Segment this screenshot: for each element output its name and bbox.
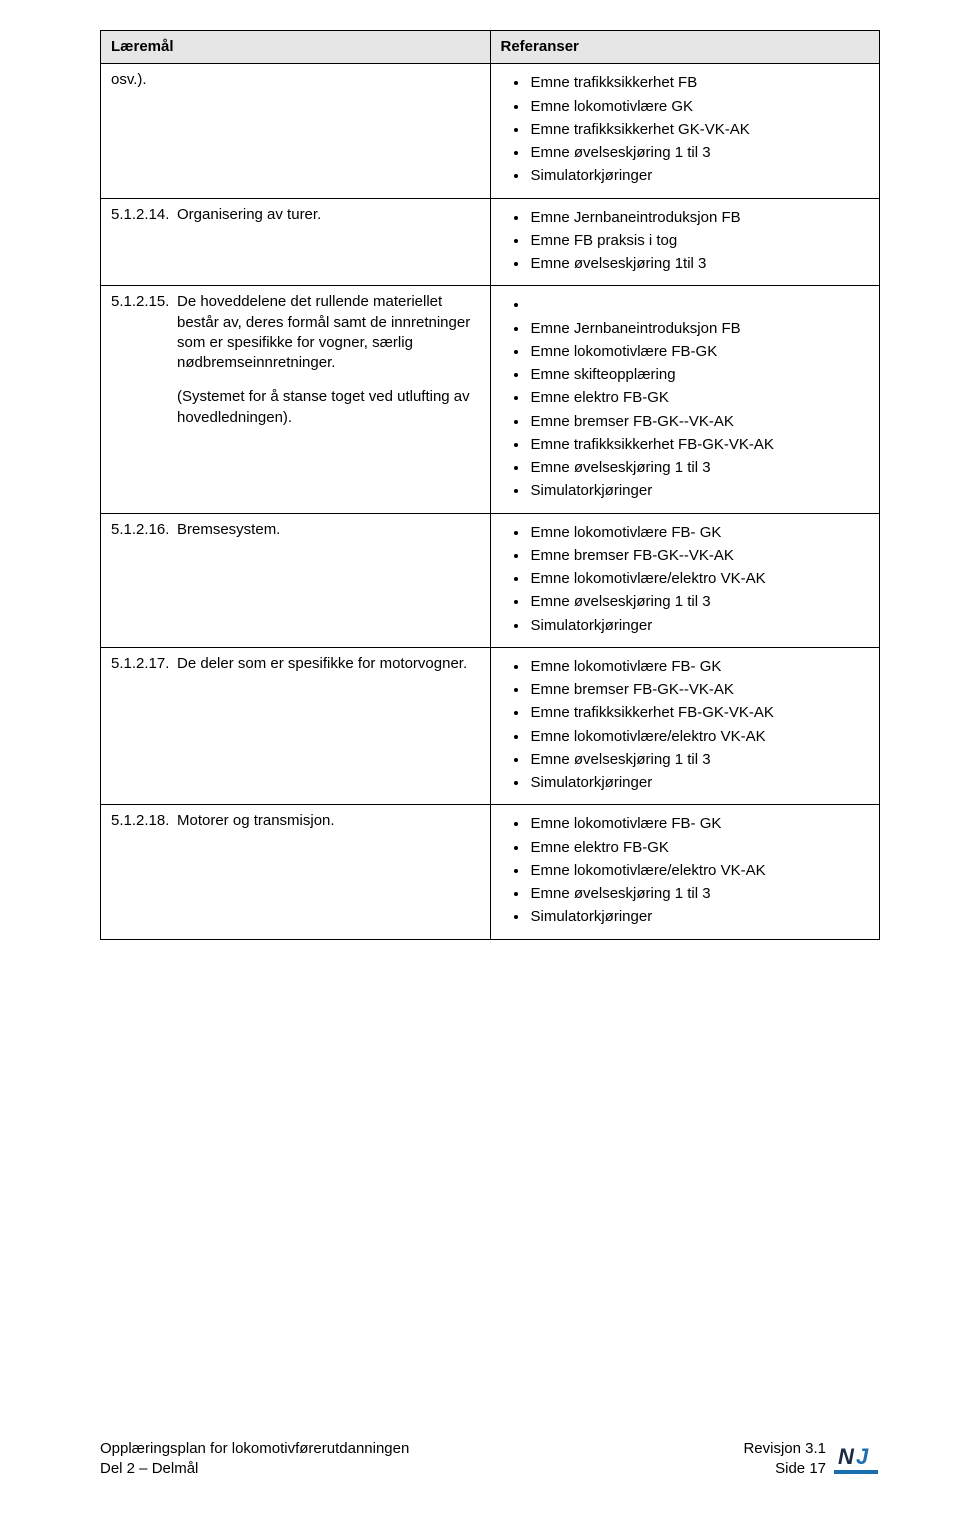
referanser-item: Emne lokomotivlære FB- GK (529, 814, 870, 834)
referanser-item: Emne lokomotivlære FB-GK (529, 342, 870, 362)
footer-right: Revisjon 3.1 Side 17 N J (743, 1439, 880, 1480)
learemal-cell: osv.). (101, 64, 491, 198)
learemal-text: De deler som er spesifikke for motorvogn… (177, 654, 480, 674)
svg-text:N: N (838, 1444, 855, 1469)
header-learemal: Læremål (101, 31, 491, 64)
learemal-number: 5.1.2.14. (111, 205, 171, 225)
referanser-item: Simulatorkjøringer (529, 907, 870, 927)
table-row: osv.). Emne trafikksikkerhet FB Emne lokom… (101, 64, 880, 198)
referanser-item: Simulatorkjøringer (529, 773, 870, 793)
learemal-cell: 5.1.2.16. Bremsesystem. (101, 513, 491, 647)
referanser-item: Emne elektro FB-GK (529, 388, 870, 408)
referanser-item: Simulatorkjøringer (529, 481, 870, 501)
referanser-item: Emne lokomotivlære FB- GK (529, 523, 870, 543)
referanser-item: Emne lokomotivlære/elektro VK-AK (529, 727, 870, 747)
referanser-cell: Emne lokomotivlære FB- GK Emne bremser FB… (490, 513, 880, 647)
table-row: 5.1.2.18. Motorer og transmisjon. Emne lok… (101, 805, 880, 939)
referanser-item: Emne øvelseskjøring 1 til 3 (529, 592, 870, 612)
svg-text:J: J (856, 1444, 869, 1469)
learemal-cell: 5.1.2.14. Organisering av turer. (101, 198, 491, 286)
referanser-list: Emne Jernbaneintroduksjon FB Emne FB prak… (501, 208, 870, 275)
learemal-text: Organisering av turer. (177, 205, 480, 225)
referanser-item: Emne øvelseskjøring 1 til 3 (529, 884, 870, 904)
learemal-cell: 5.1.2.15.De hoveddelene det rullende mat… (101, 286, 491, 513)
header-referanser: Referanser (490, 31, 880, 64)
referanser-item: Emne øvelseskjøring 1 til 3 (529, 458, 870, 478)
referanser-list: Emne lokomotivlære FB- GK Emne bremser FB… (501, 657, 870, 794)
footer-left: Opplæringsplan for lokomotivførerutdanni… (100, 1439, 409, 1480)
footer-revision: Revisjon 3.1 (743, 1439, 826, 1459)
table-header-row: Læremål Referanser (101, 31, 880, 64)
referanser-list: Emne lokomotivlære FB- GK Emne elektro FB… (501, 814, 870, 927)
learemal-number: 5.1.2.17. (111, 654, 171, 674)
learemal-cell: 5.1.2.18. Motorer og transmisjon. (101, 805, 491, 939)
table-row: 5.1.2.14. Organisering av turer. Emne Jern… (101, 198, 880, 286)
referanser-item: Emne bremser FB-GK--VK-AK (529, 412, 870, 432)
referanser-cell: Emne lokomotivlære FB- GK Emne elektro FB… (490, 805, 880, 939)
referanser-item: Simulatorkjøringer (529, 166, 870, 186)
referanser-item: Emne skifteopplæring (529, 365, 870, 385)
learemal-number: 5.1.2.15. (111, 292, 171, 373)
referanser-item: Emne trafikksikkerhet GK-VK-AK (529, 120, 870, 140)
referanser-item: Emne trafikksikkerhet FB-GK-VK-AK (529, 703, 870, 723)
page-footer: Opplæringsplan for lokomotivførerutdanni… (100, 1439, 880, 1480)
referanser-list: Emne trafikksikkerhet FB Emne lokomotivlæ… (501, 73, 870, 186)
learemal-number: 5.1.2.16. (111, 520, 171, 540)
referanser-item: Emne Jernbaneintroduksjon FB (529, 208, 870, 228)
table-row: 5.1.2.15.De hoveddelene det rullende mat… (101, 286, 880, 513)
referanser-item (529, 295, 870, 315)
table-row: 5.1.2.16. Bremsesystem. Emne lokomotivlære… (101, 513, 880, 647)
referanser-cell: Emne trafikksikkerhet FB Emne lokomotivlæ… (490, 64, 880, 198)
learemal-cell: 5.1.2.17. De deler som er spesifikke for … (101, 647, 491, 805)
referanser-item: Emne bremser FB-GK--VK-AK (529, 680, 870, 700)
footer-subtitle: Del 2 – Delmål (100, 1459, 409, 1479)
referanser-item: Emne trafikksikkerhet FB-GK-VK-AK (529, 435, 870, 455)
referanser-item: Emne elektro FB-GK (529, 838, 870, 858)
referanser-item: Emne øvelseskjøring 1 til 3 (529, 750, 870, 770)
referanser-cell: Emne Jernbaneintroduksjon FB Emne FB prak… (490, 198, 880, 286)
referanser-item: Emne lokomotivlære/elektro VK-AK (529, 569, 870, 589)
referanser-item: Emne bremser FB-GK--VK-AK (529, 546, 870, 566)
referanser-item: Emne lokomotivlære FB- GK (529, 657, 870, 677)
referanser-item: Emne FB praksis i tog (529, 231, 870, 251)
referanser-cell: Emne lokomotivlære FB- GK Emne bremser FB… (490, 647, 880, 805)
learemal-text: De hoveddelene det rullende materiellet … (177, 292, 480, 373)
learemal-text: osv.). (111, 70, 480, 90)
learemal-text: Bremsesystem. (177, 520, 480, 540)
learemal-text: (Systemet for å stanse toget ved utlufti… (111, 387, 480, 428)
referanser-item: Emne trafikksikkerhet FB (529, 73, 870, 93)
learemal-referanser-table: Læremål Referanser osv.). Emne trafikksik… (100, 30, 880, 940)
referanser-item: Emne øvelseskjøring 1til 3 (529, 254, 870, 274)
referanser-cell: Emne Jernbaneintroduksjon FB Emne lokomot… (490, 286, 880, 513)
referanser-item: Emne øvelseskjøring 1 til 3 (529, 143, 870, 163)
learemal-text: Motorer og transmisjon. (177, 811, 480, 831)
referanser-item: Simulatorkjøringer (529, 616, 870, 636)
footer-title: Opplæringsplan for lokomotivførerutdanni… (100, 1439, 409, 1459)
referanser-list: Emne Jernbaneintroduksjon FB Emne lokomot… (501, 295, 870, 501)
nj-logo-icon: N J (832, 1440, 880, 1478)
referanser-item: Emne lokomotivlære GK (529, 97, 870, 117)
learemal-number: 5.1.2.18. (111, 811, 171, 831)
referanser-item: Emne Jernbaneintroduksjon FB (529, 319, 870, 339)
referanser-list: Emne lokomotivlære FB- GK Emne bremser FB… (501, 523, 870, 636)
footer-page-number: Side 17 (743, 1459, 826, 1479)
table-row: 5.1.2.17. De deler som er spesifikke for … (101, 647, 880, 805)
referanser-item: Emne lokomotivlære/elektro VK-AK (529, 861, 870, 881)
